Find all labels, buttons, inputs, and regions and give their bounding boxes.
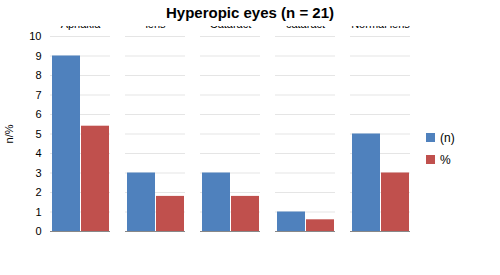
svg-text:3: 3 xyxy=(35,167,41,179)
html-text:(n): (n) xyxy=(440,130,455,145)
svg-text:9: 9 xyxy=(35,50,41,62)
svg-text:Normal lens: Normal lens xyxy=(351,26,410,30)
svg-text:6: 6 xyxy=(35,108,41,120)
svg-text:1: 1 xyxy=(35,206,41,218)
svg-text:4: 4 xyxy=(35,147,41,159)
svg-text:5: 5 xyxy=(35,128,41,140)
svg-text:2: 2 xyxy=(35,186,41,198)
svg-text:n/%: n/% xyxy=(3,124,15,143)
svg-text:Aphakia: Aphakia xyxy=(61,26,102,30)
svg-text:Cataract: Cataract xyxy=(210,26,252,30)
svg-text:7: 7 xyxy=(35,89,41,101)
svg-text:0: 0 xyxy=(35,225,41,237)
svg-text:Subluxatedcataract: Subluxatedcataract xyxy=(278,26,333,30)
svg-text:10: 10 xyxy=(29,30,41,42)
svg-text:8: 8 xyxy=(35,69,41,81)
html-text:Hyperopic eyes (n = 21): Hyperopic eyes (n = 21) xyxy=(166,4,334,21)
svg-text:Subluxatedlens: Subluxatedlens xyxy=(128,26,183,30)
